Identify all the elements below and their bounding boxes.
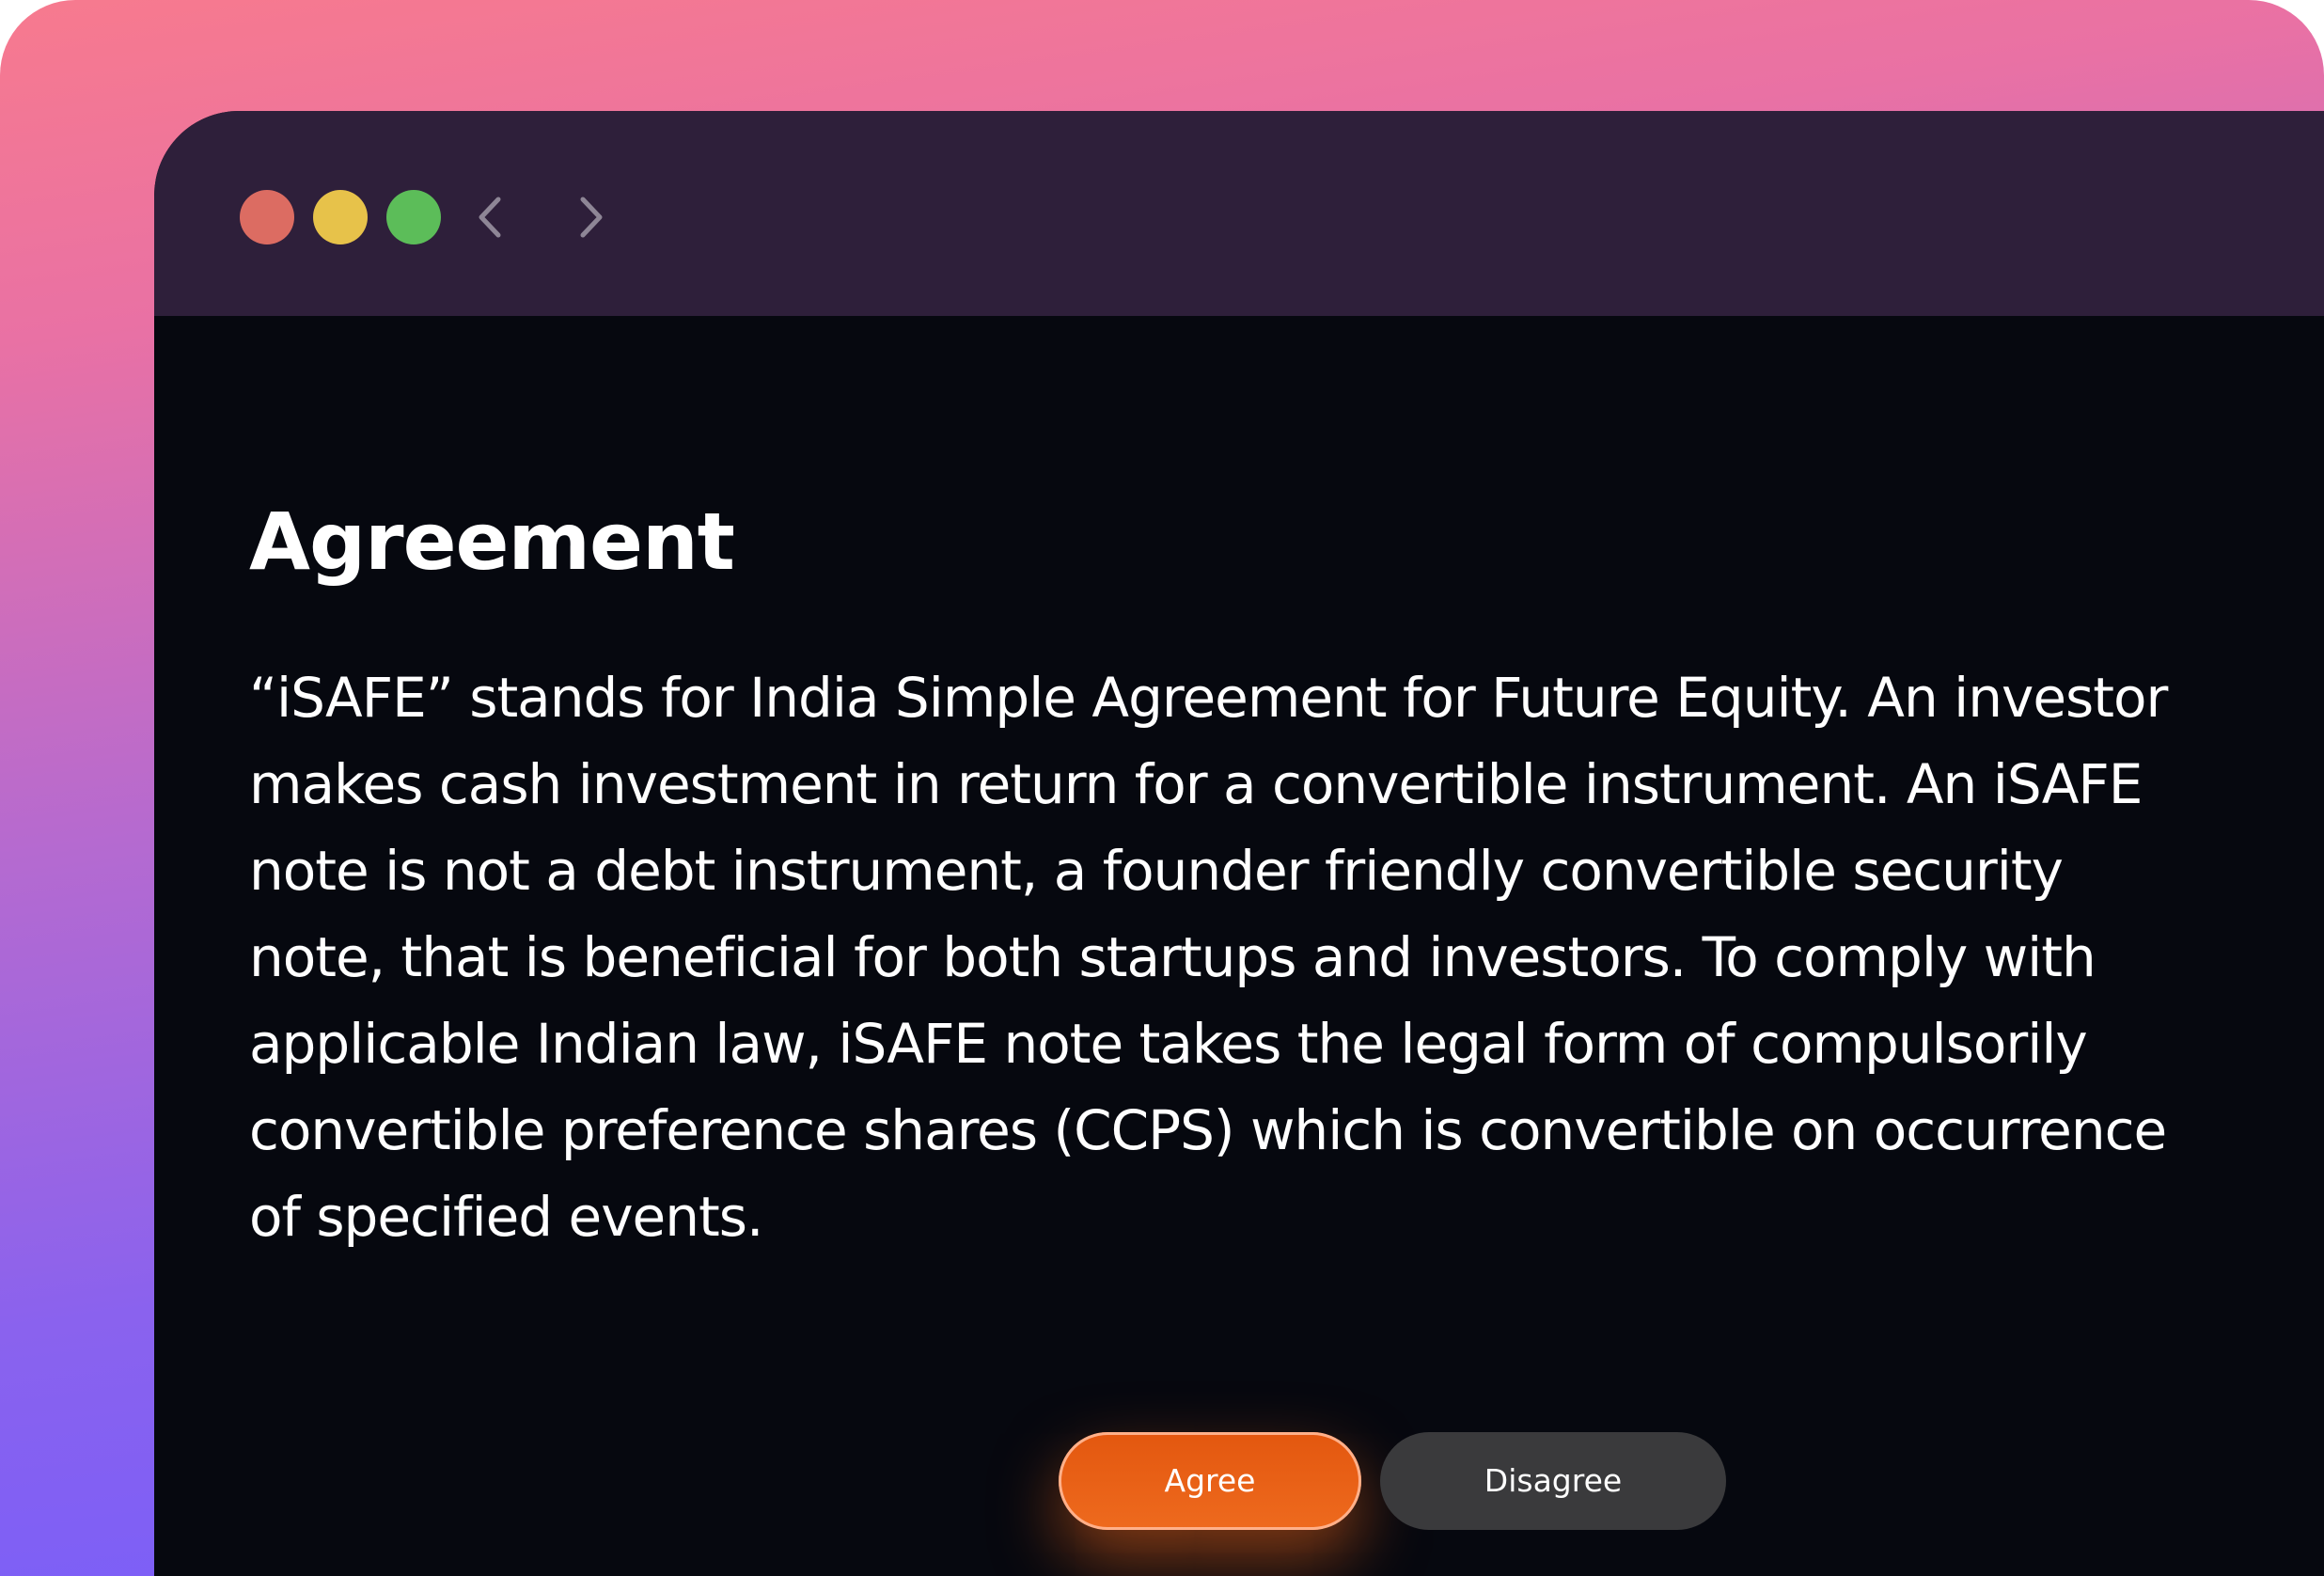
chevron-left-icon[interactable] (466, 192, 517, 243)
agree-button[interactable]: Agree (1059, 1432, 1361, 1530)
window-titlebar (154, 111, 2324, 316)
browser-window: Agreement “iSAFE” stands for India Simpl… (154, 111, 2324, 1576)
close-window-button[interactable] (240, 190, 294, 244)
page-title: Agreement (249, 496, 735, 588)
chevron-right-icon[interactable] (564, 192, 615, 243)
maximize-window-button[interactable] (386, 190, 441, 244)
minimize-window-button[interactable] (313, 190, 368, 244)
agreement-text: “iSAFE” stands for India Simple Agreemen… (249, 666, 2168, 1249)
disagree-button[interactable]: Disagree (1380, 1432, 1726, 1530)
